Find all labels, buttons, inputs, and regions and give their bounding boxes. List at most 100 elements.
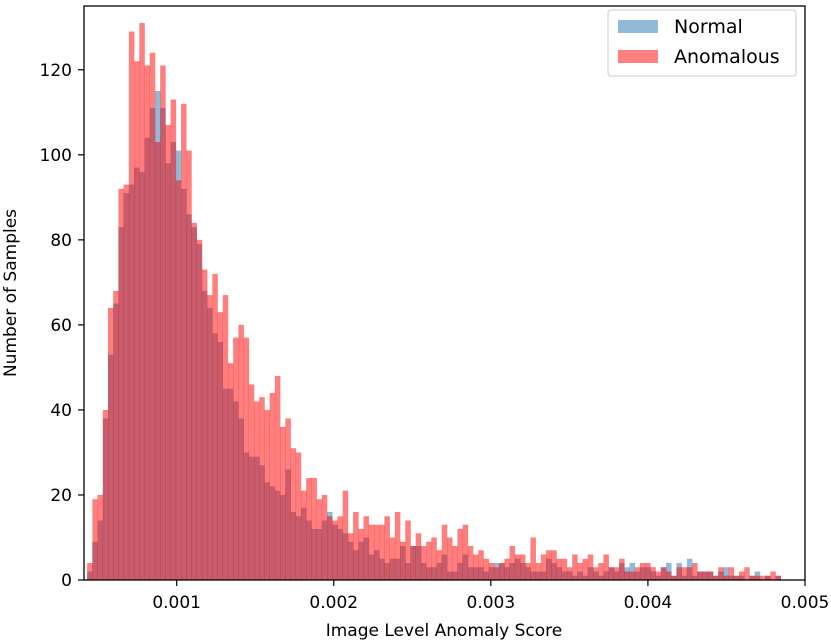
anomalous-bar [238,324,244,580]
anomalous-bar [639,562,646,580]
anomalous-bar [676,567,682,580]
anomalous-bar [478,550,484,580]
x-tick-label: 0.005 [781,593,830,613]
anomalous-bar [436,550,443,580]
anomalous-bar [108,307,114,580]
anomalous-bar [311,477,317,580]
anomalous-bar [577,562,583,580]
anomalous-bar [634,567,641,580]
x-axis: 0.001 0.002 0.003 0.004 0.005 [152,580,829,613]
normal-bar [723,567,729,580]
plot-frame [83,5,806,581]
anomalous-bar [608,567,615,580]
anomalous-bar [645,562,651,580]
anomalous-bar [321,494,328,580]
anomalous-bar [353,511,359,580]
anomalous-bar [556,558,563,580]
legend-swatch-anomalous [618,50,658,63]
anomalous-bar [264,409,270,580]
anomalous-bar [514,554,521,580]
anomalous-bar [165,125,171,580]
anomalous-bar [493,567,500,580]
anomalous-bar [671,575,677,580]
anomalous-bar [499,562,505,580]
anomalous-bar [712,575,719,580]
anomalous-bar [603,554,609,580]
anomalous-bar [400,541,406,580]
anomalous-bar [759,575,766,580]
anomalous-bar [754,575,761,580]
anomalous-bar [629,571,636,580]
anomalous-bar [624,571,630,580]
anomalous-bar [749,575,755,580]
anomalous-bar [123,184,130,581]
series-anomalous [87,23,782,581]
anomalous-bar [186,150,192,580]
anomalous-bar [259,397,265,580]
anomalous-bar [285,418,291,580]
anomalous-bar [666,571,672,580]
anomalous-bar [551,550,557,580]
anomalous-bar [373,524,380,580]
anomalous-bar [415,533,422,580]
y-tick-label: 120 [40,61,72,81]
anomalous-bar [598,562,604,580]
anomalous-bar [519,554,526,580]
anomalous-bar [358,528,364,580]
x-tick-label: 0.001 [152,593,201,613]
anomalous-bar [170,99,177,580]
anomalous-bar [655,571,662,580]
anomalous-bar [525,562,531,580]
anomalous-bar [483,558,490,580]
anomalous-bar [201,269,208,580]
anomalous-bar [290,448,297,580]
y-tick-label: 100 [40,146,72,166]
anomalous-bar [540,554,547,580]
anomalous-bar [97,494,104,580]
anomalous-bar [420,545,427,580]
y-axis: 0 20 40 60 80 100 120 [40,61,84,591]
anomalous-bar [452,545,458,580]
anomalous-bar [295,452,302,580]
anomalous-bar [368,524,375,580]
anomalous-bar [697,571,703,580]
anomalous-bar [619,558,625,580]
anomalous-bar [504,558,510,580]
anomalous-bar [431,537,437,580]
anomalous-bar [92,499,98,580]
anomalous-bar [332,520,338,580]
anomalous-bar [410,545,416,580]
anomalous-bar [561,558,568,580]
anomalous-bar [269,392,276,580]
anomalous-bar [102,409,109,580]
anomalous-bar [587,554,594,580]
anomalous-bar [175,180,182,580]
anomalous-bar [660,567,667,580]
anomalous-bar [593,567,599,580]
anomalous-bar [327,516,333,580]
plot-area [87,23,782,581]
anomalous-bar [254,401,260,580]
anomalous-bar [316,499,323,580]
anomalous-bar [233,337,239,580]
anomalous-bar [134,61,140,581]
anomalous-bar [692,562,698,580]
anomalous-bar [139,23,145,581]
x-tick-label: 0.004 [624,593,673,613]
y-axis-label: Number of Samples [1,209,21,377]
anomalous-bar [196,239,203,580]
anomalous-bar [243,337,250,580]
anomalous-bar [582,558,589,580]
anomalous-bar [300,490,307,580]
anomalous-bar [191,222,197,580]
anomalous-bar [488,562,495,580]
anomalous-bar [681,567,688,580]
anomalous-bar [702,571,709,580]
anomalous-bar [379,524,385,580]
anomalous-bar [462,524,469,580]
anomalous-bar [686,567,693,580]
legend-label-anomalous: Anomalous [674,46,780,68]
anomalous-bar [739,571,745,580]
anomalous-bar [87,562,93,580]
anomalous-bar [566,567,573,580]
